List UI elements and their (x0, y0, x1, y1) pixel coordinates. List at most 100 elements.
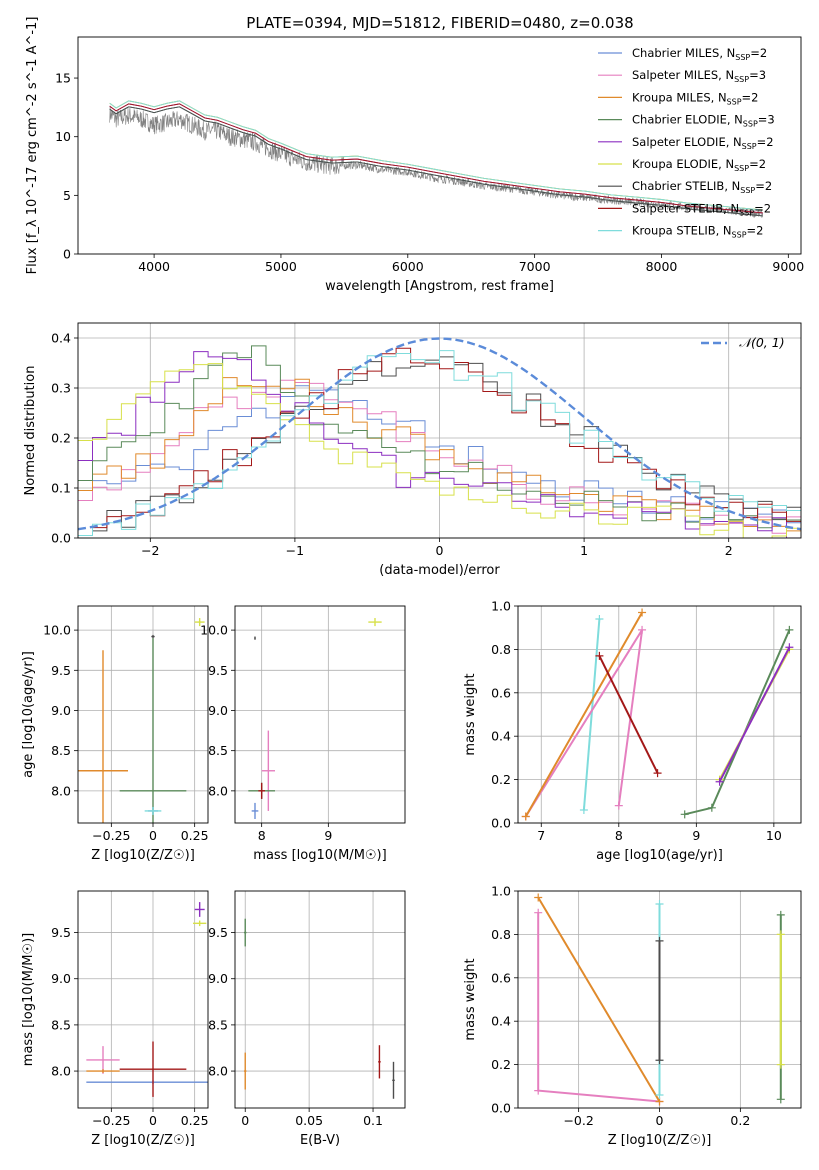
panel-spectrum: 4000 5000 6000 7000 8000 9000 0 5 10 15 wavelength… (25, 17, 804, 294)
x-tick-label: 6000 (392, 259, 424, 274)
legend-entry: 𝒩(0, 1) (739, 335, 785, 350)
panel-z-weight: −0.2 0 0.2 0.0 0.2 0.4 0.6 0.8 1.0 Z [log10(Z/Z☉)… (463, 884, 802, 1148)
y-tick-label: 8.5 (51, 1017, 71, 1032)
weight-marker (655, 1056, 664, 1065)
model-fit-6 (109, 106, 763, 217)
axes-frame (77, 322, 802, 539)
x-tick-label: 0 (436, 543, 444, 558)
legend-entry: Chabrier STELIB, NSSP=2 (632, 179, 772, 195)
model-fit-8 (109, 100, 763, 211)
y-tick-label: 0.2 (51, 431, 71, 446)
x-axis-label: wavelength [Angstrom, rest frame] (325, 279, 554, 294)
y-tick-label: 9.0 (208, 703, 228, 718)
y-tick-label: 0.2 (491, 1057, 511, 1072)
observed-spectrum (109, 105, 763, 219)
axes-frame (77, 605, 209, 824)
x-axis-label: Z [log10(Z/Z☉)] (608, 1133, 712, 1148)
x-tick-label: 9 (692, 828, 700, 843)
weight-marker (776, 1095, 785, 1104)
panel-z-age: −0.25 0 0.25 8.0 8.5 9.0 9.5 10.0 Z [log10(Z/Z☉)… (21, 605, 209, 863)
y-tick-label: 8.0 (208, 1064, 228, 1079)
x-tick-label: 8 (615, 828, 623, 843)
y-tick-label: 0.0 (51, 531, 71, 546)
weight-marker (534, 1086, 543, 1095)
weight-line-4 (718, 646, 791, 783)
weight-marker (595, 651, 604, 660)
x-tick-label: −1 (286, 543, 304, 558)
z-age-plot-area (78, 618, 205, 823)
panel-mass-age: 8 9 8.0 8.5 9.0 9.5 10.0 mass [log10(M/M☉)] (200, 605, 406, 863)
weight-marker (776, 1060, 785, 1069)
weight-marker (579, 805, 588, 814)
panel-ebv-mass: 0 0.05 0.1 8.0 8.5 9.0 9.5 E(B-V) (208, 890, 406, 1148)
weight-line-2 (537, 896, 661, 1103)
y-tick-label: 0.6 (491, 685, 511, 700)
x-axis-label: Z [log10(Z/Z☉)] (91, 1133, 195, 1148)
weight-marker (534, 893, 543, 902)
x-tick-label: 0 (656, 1113, 664, 1128)
y-tick-label: 8.5 (51, 743, 71, 758)
y-tick-label: 8.5 (208, 743, 228, 758)
y-tick-label: 1.0 (491, 884, 511, 899)
legend-entry: Salpeter STELIB, NSSP=2 (632, 201, 771, 217)
x-tick-label: 0 (149, 828, 157, 843)
weight-line-1 (537, 912, 660, 1103)
x-tick-label: 9000 (772, 259, 804, 274)
x-tick-label: 0 (149, 1113, 157, 1128)
figure-title: PLATE=0394, MJD=51812, FIBERID=0480, z=0… (246, 14, 633, 32)
y-tick-label: 8.0 (51, 783, 71, 798)
y-tick-label: 10 (55, 129, 71, 144)
weight-marker (638, 608, 647, 617)
x-axis-label: Z [log10(Z/Z☉)] (91, 848, 195, 863)
legend-entry: Salpeter ELODIE, NSSP=2 (632, 135, 774, 151)
residual-hist-8 (78, 350, 801, 536)
y-tick-label: 0.0 (491, 816, 511, 831)
axes-frame (234, 890, 406, 1109)
legend-entry: Chabrier MILES, NSSP=2 (632, 46, 767, 62)
y-tick-label: 0 (63, 247, 71, 262)
y-tick-label: 9.0 (51, 703, 71, 718)
y-tick-label: 10.0 (43, 623, 71, 638)
weight-marker (707, 803, 716, 812)
y-tick-label: 9.5 (208, 925, 228, 940)
axes-frame (77, 36, 802, 255)
y-tick-label: 15 (55, 71, 71, 86)
weight-marker (638, 625, 647, 634)
weight-marker (655, 900, 664, 909)
weight-marker (655, 936, 664, 945)
y-axis-label: mass weight (463, 673, 478, 755)
y-tick-label: 0.6 (491, 970, 511, 985)
y-tick-label: 0.4 (51, 331, 71, 346)
x-tick-label: −0.2 (563, 1113, 593, 1128)
x-tick-label: 9 (324, 828, 332, 843)
y-tick-label: 0.4 (491, 1014, 511, 1029)
y-tick-label: 0.8 (491, 927, 511, 942)
y-tick-label: 0.2 (491, 772, 511, 787)
x-tick-label: −2 (141, 543, 159, 558)
mass-age-plot-area (248, 618, 382, 819)
z-weight-plot-area (534, 893, 785, 1106)
weight-marker (785, 625, 794, 634)
x-tick-label: 5000 (265, 259, 297, 274)
y-tick-label: 9.0 (208, 971, 228, 986)
weight-marker (776, 930, 785, 939)
y-tick-label: 9.5 (51, 925, 71, 940)
weight-marker (534, 908, 543, 917)
ebv-mass-plot-area (243, 918, 395, 1099)
x-tick-label: 8 (258, 828, 266, 843)
legend-entry: Kroupa ELODIE, NSSP=2 (632, 157, 766, 173)
x-tick-label: 7000 (519, 259, 551, 274)
x-tick-label: 2 (725, 543, 733, 558)
y-tick-label: 8.0 (51, 1064, 71, 1079)
residual-hist-5 (78, 363, 801, 538)
x-tick-label: 0.25 (181, 1113, 209, 1128)
residuals-plot-area (78, 337, 801, 538)
x-tick-label: 4000 (138, 259, 170, 274)
age-weight-plot-area (521, 608, 794, 821)
residual-hist-0 (78, 385, 801, 524)
weight-line-1 (524, 629, 644, 818)
y-axis-label: mass [log10(M/M☉)] (21, 933, 36, 1066)
weight-line-7 (598, 655, 659, 774)
weight-marker (680, 810, 689, 819)
